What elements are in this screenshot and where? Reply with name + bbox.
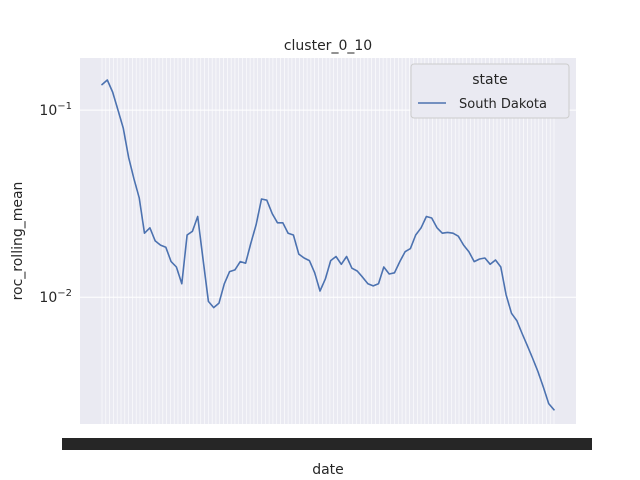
y-axis-label: roc_rolling_mean (10, 182, 26, 301)
x-axis-label: date (312, 462, 344, 478)
y-tick-label: 10−2 (39, 288, 72, 306)
y-tick-label: 10−1 (39, 101, 72, 119)
x-tick-labels (62, 438, 592, 450)
chart-title: cluster_0_10 (284, 38, 372, 54)
x-tick-labels-overlapping (62, 438, 592, 450)
x-gridlines (101, 58, 555, 424)
legend-title: state (472, 72, 507, 88)
y-tick-labels: 10−1 10−2 (39, 101, 72, 306)
legend: state South Dakota (410, 63, 570, 119)
legend-box (410, 63, 570, 119)
series-line-south-dakota (101, 79, 555, 411)
legend-label-south-dakota: South Dakota (459, 97, 547, 112)
